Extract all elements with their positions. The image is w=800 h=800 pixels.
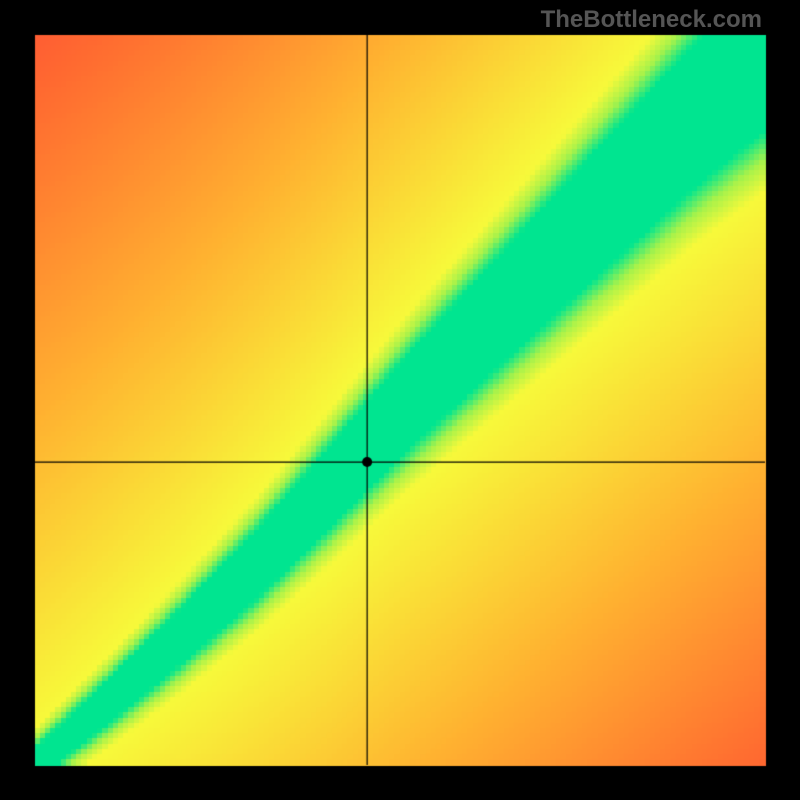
bottleneck-heatmap-canvas	[0, 0, 800, 800]
chart-container: TheBottleneck.com	[0, 0, 800, 800]
watermark-text: TheBottleneck.com	[541, 6, 762, 34]
